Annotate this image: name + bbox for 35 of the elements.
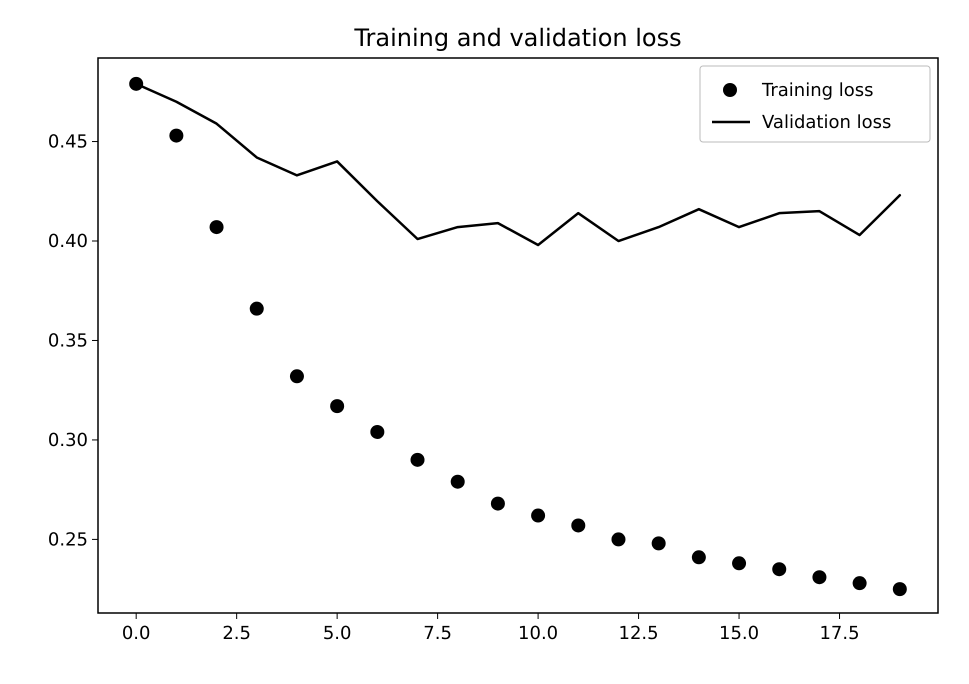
point: [290, 369, 304, 384]
x-tick-label: 7.5: [423, 623, 452, 644]
x-tick-label: 12.5: [618, 623, 659, 644]
point: [732, 556, 746, 570]
chart-title: Training and validation loss: [353, 24, 682, 52]
point: [772, 562, 786, 576]
point: [852, 576, 867, 590]
x-tick-label: 17.5: [819, 623, 860, 644]
point: [652, 536, 666, 550]
x-tick-label: 10.0: [518, 623, 558, 644]
point: [490, 496, 505, 511]
point: [330, 399, 344, 414]
point: [410, 452, 425, 467]
point: [692, 550, 706, 564]
y-tick-label: 0.30: [48, 430, 88, 451]
point: [450, 474, 465, 489]
point: [611, 532, 626, 546]
x-tick-label: 0.0: [122, 623, 150, 644]
point: [370, 424, 384, 439]
x-tick-label: 15.0: [719, 623, 760, 644]
point: [571, 518, 586, 532]
point: [812, 570, 826, 584]
y-tick-label: 0.40: [48, 231, 88, 252]
legend-label: Validation loss: [762, 112, 892, 133]
y-tick-label: 0.35: [48, 330, 88, 352]
y-tick-label: 0.45: [48, 132, 88, 153]
point: [892, 582, 907, 596]
point: [531, 508, 546, 523]
legend-label: Training loss: [761, 80, 874, 101]
x-tick-label: 2.5: [222, 623, 251, 644]
point: [210, 220, 224, 234]
point: [169, 128, 184, 143]
x-tick-label: 5.0: [322, 623, 352, 644]
point: [250, 302, 264, 316]
y-tick-label: 0.25: [48, 529, 88, 550]
